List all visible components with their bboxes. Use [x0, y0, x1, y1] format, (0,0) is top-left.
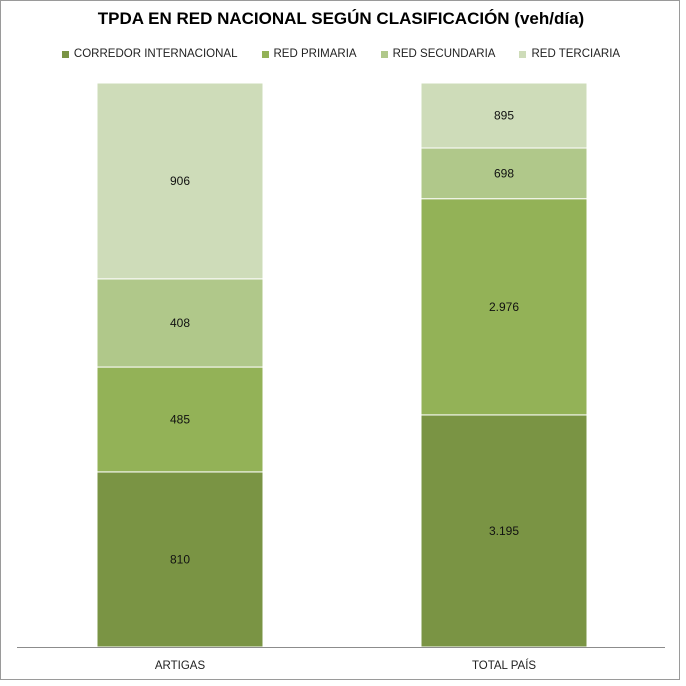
- legend-label: RED PRIMARIA: [273, 48, 357, 60]
- data-label: 895: [494, 109, 514, 123]
- bar-segment: [420, 414, 588, 648]
- legend-label: RED TERCIARIA: [531, 48, 621, 60]
- legend: CORREDOR INTERNACIONAL RED PRIMARIA RED SE…: [1, 48, 681, 60]
- data-label: 698: [494, 166, 514, 180]
- bar-segment: [96, 278, 264, 368]
- legend-label: RED SECUNDARIA: [392, 48, 496, 60]
- data-label: 810: [170, 552, 190, 566]
- legend-item: RED PRIMARIA: [261, 48, 357, 60]
- category-label: TOTAL PAÍS: [472, 659, 536, 672]
- legend-swatch: [61, 50, 69, 58]
- legend-item: RED SECUNDARIA: [380, 48, 496, 60]
- category-label: ARTIGAS: [155, 660, 206, 672]
- data-label: 485: [170, 412, 190, 426]
- legend-swatch: [380, 50, 388, 58]
- data-label: 3.195: [489, 524, 519, 538]
- bar-segment: [420, 82, 588, 149]
- chart-title: TPDA EN RED NACIONAL SEGÚN CLASIFICACIÓN…: [97, 9, 585, 28]
- legend-item: RED TERCIARIA: [519, 48, 620, 60]
- data-label: 408: [170, 316, 190, 330]
- bar-segment: [420, 198, 588, 416]
- legend-swatch: [261, 50, 269, 58]
- bar-segment: [96, 82, 264, 280]
- bar-segment: [420, 147, 588, 200]
- data-label: 906: [170, 174, 190, 188]
- legend-item: CORREDOR INTERNACIONAL: [61, 48, 238, 60]
- data-label: 2.976: [489, 300, 519, 314]
- legend-swatch: [519, 50, 527, 58]
- bar-segment: [96, 366, 264, 473]
- legend-label: CORREDOR INTERNACIONAL: [73, 48, 238, 60]
